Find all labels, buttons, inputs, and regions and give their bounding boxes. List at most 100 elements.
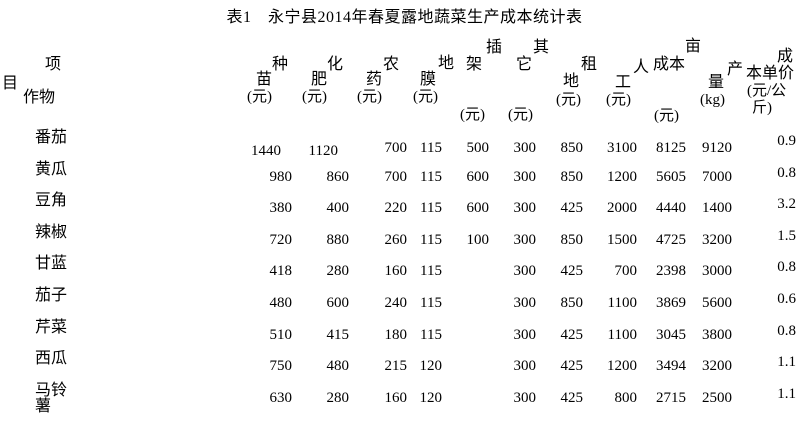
cell-yield: 1400	[702, 200, 732, 217]
cell-film: 120	[419, 358, 443, 375]
cell-trellis: 100	[466, 231, 490, 248]
cell-seedling: 418	[269, 263, 293, 280]
cell-film: 115	[420, 263, 442, 280]
cell-film: 115	[420, 326, 442, 343]
col-header-pesticide-unit: (元)	[357, 89, 382, 105]
col-header-yield: 产	[727, 61, 744, 78]
col-header-land-rent: 租	[581, 56, 598, 73]
cell-trellis	[445, 288, 492, 295]
col-header-fertilizer: 化	[327, 56, 344, 73]
cell-unit-cost: 0.8	[777, 164, 796, 181]
cell-unit-cost: 1.1	[777, 354, 796, 371]
col-header-yield: 量	[708, 74, 725, 91]
col-header-trellis-unit: (元)	[460, 107, 485, 123]
cell-other: 300	[513, 294, 537, 311]
cell-mu-cost: 3045	[656, 326, 686, 343]
cell-mu-cost: 4440	[656, 200, 686, 217]
cell-yield: 3200	[702, 231, 732, 248]
col-header-land-rent: 地	[563, 73, 580, 90]
table-title: 表1 永宁县2014年春夏露地蔬菜生产成本统计表	[226, 9, 583, 26]
cell-trellis	[445, 383, 492, 390]
cell-labor: 1100	[607, 326, 637, 343]
cell-mu-cost: 3494	[656, 358, 686, 375]
cell-land-rent: 425	[560, 200, 584, 217]
cell-seedling: 510	[269, 326, 293, 343]
cell-labor: 700	[614, 263, 638, 280]
col-header-seedling-unit: (元)	[247, 89, 272, 105]
col-header-unit-cost-unit: (元/公	[747, 83, 787, 99]
cell-land-rent: 850	[560, 231, 584, 248]
cell-yield: 7000	[702, 168, 732, 185]
col-header-unit-cost: 成	[777, 48, 794, 65]
cell-yield: 5600	[702, 294, 732, 311]
cell-crop: 西瓜	[35, 350, 68, 368]
cell-labor: 1200	[607, 358, 637, 375]
col-header-mu-cost: 成本	[653, 56, 686, 73]
table-row: 芹菜 510 415 180 115 300 425 1100 3045 380…	[0, 318, 809, 352]
col-header-film: 地	[438, 55, 455, 72]
col-header-fertilizer-unit: (元)	[302, 89, 327, 105]
table-row: 西瓜 750 480 215 120 300 425 1200 3494 320…	[0, 351, 809, 383]
cell-pesticide: 700	[384, 168, 408, 185]
cell-film: 115	[420, 168, 442, 185]
table-row: 马铃薯 630 280 160 120 300 425 800 2715 250…	[0, 382, 809, 415]
col-header-trellis: 架	[466, 56, 483, 73]
cell-trellis	[445, 320, 492, 327]
cell-mu-cost: 4725	[656, 231, 686, 248]
cell-seedling: 980	[269, 168, 293, 185]
cell-unit-cost: 1.1	[777, 385, 796, 402]
cell-labor: 3100	[607, 140, 637, 156]
cell-labor: 800	[614, 389, 638, 406]
cell-film: 120	[419, 389, 443, 406]
cell-trellis	[445, 351, 492, 358]
cell-land-rent: 425	[560, 326, 584, 343]
cell-trellis: 500	[466, 140, 490, 156]
cell-other: 300	[513, 200, 537, 217]
table-row: 甘蓝 418 280 160 115 300 425 700 2398 3000…	[0, 256, 809, 288]
col-header-film-unit: (元)	[413, 89, 438, 105]
cell-seedling: 480	[269, 294, 293, 311]
cell-fertilizer: 600	[326, 294, 350, 311]
cell-unit-cost: 1.5	[777, 227, 796, 244]
corner-header-item: 项	[45, 56, 62, 73]
table-row: 黄瓜 980 860 700 115 600 300 850 1200 5605…	[0, 161, 809, 194]
cell-pesticide: 160	[384, 389, 408, 406]
cell-crop: 番茄	[35, 129, 68, 146]
cell-other: 300	[513, 389, 537, 406]
cell-trellis	[445, 256, 492, 263]
table-row: 番茄 1440 1120 700 115 500 300 850 3100 81…	[0, 130, 809, 162]
cell-pesticide: 220	[384, 200, 408, 217]
cell-mu-cost: 5605	[656, 168, 686, 185]
cell-unit-cost: 0.9	[777, 133, 796, 149]
col-header-unit-cost-unit: 斤)	[752, 100, 772, 116]
table-body: 番茄 1440 1120 700 115 500 300 850 3100 81…	[0, 130, 809, 415]
cell-other: 300	[513, 168, 537, 185]
cell-other: 300	[513, 326, 537, 343]
col-header-land-rent-unit: (元)	[556, 92, 581, 108]
col-header-labor-unit: (元)	[606, 92, 631, 108]
cell-crop: 芹菜	[35, 318, 68, 336]
cell-film: 115	[420, 200, 442, 217]
cell-pesticide: 700	[384, 140, 408, 156]
cell-yield: 2500	[702, 389, 732, 406]
corner-header-item: 目	[2, 75, 19, 92]
cell-mu-cost: 3869	[656, 294, 686, 311]
cell-yield: 3000	[702, 263, 732, 280]
cell-fertilizer: 860	[326, 168, 350, 185]
cell-fertilizer: 400	[326, 200, 350, 217]
cell-mu-cost: 2715	[656, 389, 686, 406]
cell-crop: 甘蓝	[35, 255, 68, 273]
cell-land-rent: 425	[560, 389, 584, 406]
cell-seedling: 750	[269, 358, 293, 375]
col-header-labor: 人	[633, 59, 650, 76]
cell-yield: 9120	[702, 140, 732, 156]
cell-unit-cost: 0.8	[777, 322, 796, 339]
cell-trellis: 600	[466, 200, 490, 217]
cell-pesticide: 215	[384, 358, 408, 375]
col-header-other: 其	[533, 39, 550, 56]
cell-labor: 1200	[607, 168, 637, 185]
cell-film: 115	[420, 294, 442, 311]
cell-fertilizer: 880	[326, 231, 350, 248]
cell-fertilizer: 280	[326, 389, 350, 406]
